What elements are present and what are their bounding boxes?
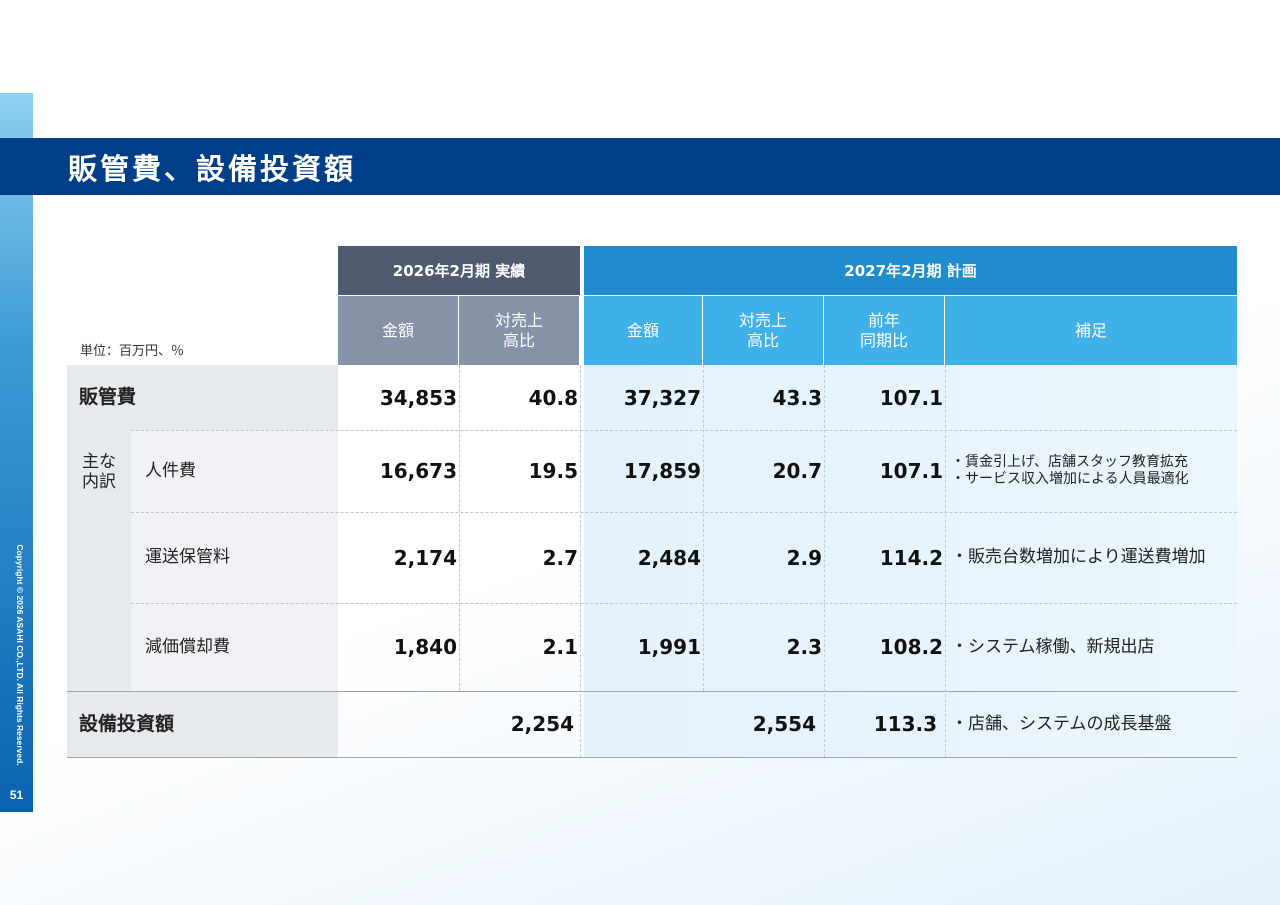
divider [703,365,704,691]
row-label-personnel: 人件費 [131,430,338,512]
cell-actual-amount: 2,254 [510,712,574,736]
divider [67,757,1237,758]
cell-yoy: 113.3 [873,712,937,736]
side-accent-bar [0,93,33,812]
header-yoy: 前年 同期比 [824,296,945,365]
breakdown-label: 主な 内訳 [67,430,131,691]
row-label-logistics: 運送保管料 [131,512,338,603]
divider [131,430,1237,431]
divider [131,603,1237,604]
cell-actual-amount: 1,840 [393,635,457,659]
cell-plan-ratio: 43.3 [772,385,822,410]
page-title: 販管費、設備投資額 [68,152,357,186]
header-plan-period: 2027年2月期 計画 [584,246,1237,295]
cell-yoy: 107.1 [879,459,943,483]
row-label-sga: 販管費 [67,365,338,430]
cell-actual-ratio: 2.1 [542,635,578,659]
cell-plan-ratio: 2.3 [786,635,822,659]
header-note: 補足 [945,296,1237,365]
cell-note: ・システム稼働、新規出店 [951,636,1155,657]
cell-plan-amount: 2,554 [752,712,816,736]
divider [67,691,1237,692]
cell-actual-ratio: 19.5 [528,459,578,483]
row-label-capex: 設備投資額 [67,691,338,757]
cell-yoy: 114.2 [879,545,943,570]
cell-actual-ratio: 40.8 [528,385,578,410]
header-actual-period: 2026年2月期 実績 [338,246,580,295]
header-actual-amount: 金額 [338,296,459,365]
page-number: 51 [9,788,24,802]
title-bar [0,138,1280,195]
unit-label: 単位：百万円、％ [80,344,185,359]
header-plan-ratio: 対売上 高比 [703,296,824,365]
cell-note: ・賃金引上げ、店舗スタッフ教育拡充 ・サービス収入増加による人員最適化 [951,453,1189,488]
divider [824,365,825,757]
cell-plan-amount: 17,859 [623,459,701,483]
cell-actual-amount: 34,853 [379,385,457,410]
row-label-depreciation: 減価償却費 [131,603,338,691]
cell-actual-amount: 2,174 [393,545,457,570]
copyright: Copyright © 2026 ASAHI CO.,LTD. All Righ… [15,544,25,766]
divider [580,365,581,757]
cell-yoy: 108.2 [879,635,943,659]
cell-plan-ratio: 20.7 [772,459,822,483]
cell-note: ・店舗、システムの成長基盤 [951,713,1172,734]
cell-plan-amount: 2,484 [637,545,701,570]
header-actual-ratio: 対売上 高比 [459,296,580,365]
divider [131,512,1237,513]
divider [945,365,946,757]
header-plan-amount: 金額 [584,296,703,365]
cell-plan-amount: 37,327 [623,385,701,410]
cell-actual-ratio: 2.7 [542,545,578,570]
cell-plan-amount: 1,991 [637,635,701,659]
cell-actual-amount: 16,673 [379,459,457,483]
cell-yoy: 107.1 [879,385,943,410]
divider [459,365,460,691]
cell-note: ・販売台数増加により運送費増加 [951,547,1206,568]
cell-plan-ratio: 2.9 [786,545,822,570]
